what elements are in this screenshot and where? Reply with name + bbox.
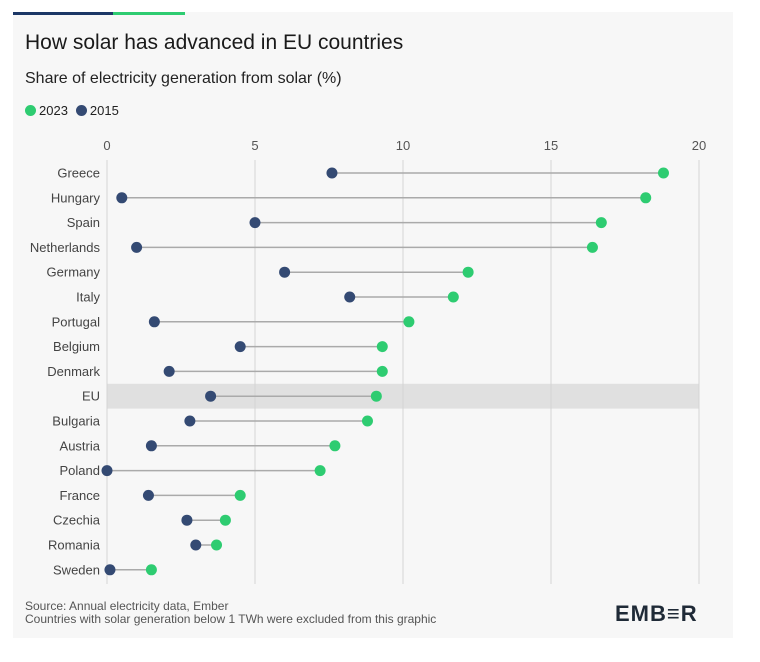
- dot-2015: [279, 266, 291, 278]
- dot-2023: [329, 440, 341, 452]
- dot-2023: [403, 316, 415, 328]
- ember-logo: EMB≡R: [615, 601, 698, 626]
- chart-subtitle: Share of electricity generation from sol…: [25, 70, 342, 87]
- dot-2015: [344, 291, 356, 303]
- dot-2015: [101, 465, 113, 477]
- top-accent-bar: [13, 12, 185, 15]
- chart-card: How solar has advanced in EU countries S…: [13, 12, 733, 638]
- legend-dot-2023: [25, 105, 36, 116]
- dot-2015: [148, 316, 160, 328]
- category-label: Sweden: [53, 562, 100, 577]
- x-tick-label: 20: [692, 138, 706, 153]
- dot-2015: [104, 564, 116, 576]
- x-tick-label: 5: [251, 138, 258, 153]
- dot-2023: [376, 365, 388, 377]
- category-label: Greece: [57, 166, 100, 181]
- source-line-1: Source: Annual electricity data, Ember: [25, 599, 229, 613]
- legend-label-2015: 2015: [89, 103, 119, 118]
- dot-2023: [234, 489, 246, 501]
- chart-title: How solar has advanced in EU countries: [25, 31, 404, 54]
- dumbbell-chart: 0 5 10 15 20 Greece Hungary Spain Netherlands Ger…: [30, 138, 706, 584]
- category-label: Poland: [60, 463, 100, 478]
- dot-2015: [249, 217, 261, 229]
- dot-2015: [205, 390, 217, 402]
- dot-2015: [326, 167, 338, 179]
- category-label: Italy: [76, 290, 100, 305]
- dot-2023: [586, 241, 598, 253]
- category-label: Denmark: [47, 364, 100, 379]
- category-label: France: [60, 488, 100, 503]
- dot-2023: [361, 415, 373, 427]
- legend-label-2023: 2023: [39, 103, 68, 118]
- dot-2015: [116, 192, 128, 204]
- dot-2023: [145, 564, 157, 576]
- dot-2023: [595, 217, 607, 229]
- category-label: Hungary: [51, 190, 101, 205]
- category-label: Portugal: [52, 314, 101, 329]
- dot-2023: [370, 390, 382, 402]
- category-label: Austria: [60, 438, 101, 453]
- source-note: Source: Annual electricity data, Ember C…: [25, 600, 436, 626]
- dot-2015: [234, 341, 246, 353]
- x-tick-label: 15: [544, 138, 558, 153]
- legend: 2023 2015: [25, 103, 127, 118]
- dot-2023: [376, 341, 388, 353]
- category-label: Belgium: [53, 339, 100, 354]
- x-tick-label: 10: [396, 138, 410, 153]
- x-tick-label: 0: [103, 138, 110, 153]
- category-label: Netherlands: [30, 240, 101, 255]
- dot-2015: [181, 514, 193, 526]
- legend-item-2015: 2015: [75, 103, 119, 118]
- dot-2023: [211, 539, 223, 551]
- dot-2023: [314, 465, 326, 477]
- dot-2015: [163, 365, 175, 377]
- dot-2015: [184, 415, 196, 427]
- legend-dot-2015: [75, 105, 87, 116]
- dot-2015: [142, 489, 154, 501]
- legend-item-2023: 2023: [25, 103, 68, 118]
- dot-2015: [131, 241, 143, 253]
- category-label: EU: [82, 389, 100, 404]
- category-label: Bulgaria: [52, 414, 100, 429]
- category-label: Spain: [67, 215, 100, 230]
- dot-2023: [219, 514, 231, 526]
- source-line-2: Countries with solar generation below 1 …: [25, 612, 437, 626]
- dot-2023: [657, 167, 669, 179]
- dot-2023: [447, 291, 459, 303]
- category-label: Romania: [48, 538, 101, 553]
- dot-2015: [190, 539, 202, 551]
- dot-2023: [640, 192, 652, 204]
- dot-2023: [462, 266, 474, 278]
- category-label: Czechia: [53, 513, 101, 528]
- category-label: Germany: [47, 265, 101, 280]
- dot-2015: [145, 440, 157, 452]
